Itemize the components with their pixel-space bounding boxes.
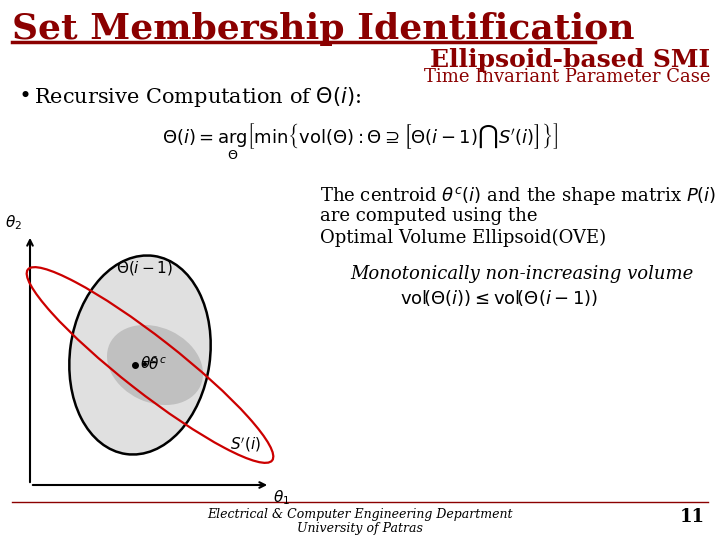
Text: $\bullet\theta^c$: $\bullet\theta^c$ [139,357,167,373]
Text: Monotonically non-increasing volume: Monotonically non-increasing volume [350,265,693,283]
Text: The centroid $\theta^c(i)$ and the shape matrix $P(i)$: The centroid $\theta^c(i)$ and the shape… [320,185,716,207]
Text: $\Theta(i) = \underset{\Theta}{\mathrm{arg}}\left[\min\left\{\mathrm{vol}(\Theta: $\Theta(i) = \underset{\Theta}{\mathrm{a… [162,122,558,163]
Text: $\theta_2$: $\theta_2$ [5,213,22,232]
Text: $\theta^c$: $\theta^c$ [140,356,158,372]
Text: are computed using the: are computed using the [320,207,538,225]
Text: Optimal Volume Ellipsoid(OVE): Optimal Volume Ellipsoid(OVE) [320,229,606,247]
Text: 11: 11 [680,508,705,526]
Text: $\Theta(i-1)$: $\Theta(i-1)$ [117,259,174,277]
Text: Ellipsoid-based SMI: Ellipsoid-based SMI [430,48,710,72]
Text: $\theta_1$: $\theta_1$ [273,488,290,507]
Text: Set Membership Identification: Set Membership Identification [12,12,634,46]
Text: $S'(i)$: $S'(i)$ [230,435,261,454]
Ellipse shape [69,255,211,455]
Text: University of Patras: University of Patras [297,522,423,535]
Text: Time Invariant Parameter Case: Time Invariant Parameter Case [423,68,710,86]
Text: $\bullet$: $\bullet$ [18,85,30,104]
Text: Electrical & Computer Engineering Department: Electrical & Computer Engineering Depart… [207,508,513,521]
Ellipse shape [107,325,203,405]
Text: $\mathrm{vol}\!\left(\Theta(i)\right)\leq\mathrm{vol}\!\left(\Theta(i-1)\right)$: $\mathrm{vol}\!\left(\Theta(i)\right)\le… [400,288,598,308]
Text: Recursive Computation of $\Theta(i)$:: Recursive Computation of $\Theta(i)$: [34,85,361,109]
